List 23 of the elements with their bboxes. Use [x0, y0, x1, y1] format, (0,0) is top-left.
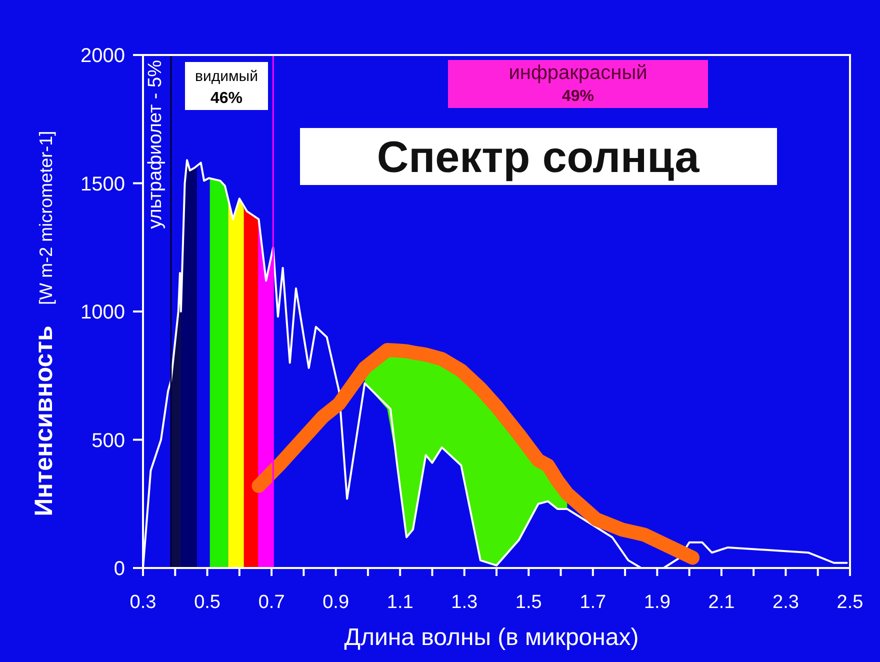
x-tick-label: 0.3 [130, 592, 156, 613]
ref-line-label: ультрафиолет - 5% [144, 60, 166, 229]
x-tick-label: 1.1 [386, 592, 414, 613]
annotation: инфракрасный 49% [508, 62, 648, 105]
y-tick-label: 2000 [80, 45, 125, 67]
x-tick-label: 2.3 [772, 592, 799, 613]
y-tick-label: 500 [92, 430, 125, 452]
x-tick-label: 1.3 [451, 592, 478, 613]
x-tick-label: 2.5 [836, 592, 864, 613]
y-tick-label: 1500 [80, 173, 125, 196]
x-tick-label: 1.5 [515, 592, 542, 613]
text: Спектр солнца [376, 133, 700, 182]
x-tick-label: 0.9 [322, 592, 350, 613]
x-tick-label: 1.9 [644, 592, 670, 613]
annotation: видимый 46% [195, 68, 258, 107]
x-tick-label: 0.5 [194, 592, 220, 613]
y-tick-label: 1000 [80, 302, 125, 324]
x-axis-title: Длина волны (в микронах) [344, 624, 639, 651]
y-axis-title: Интенсивность [W m-2 micrometer-1] [30, 130, 58, 516]
y-tick-label: 0 [114, 558, 125, 580]
x-tick-label: 2.1 [708, 592, 735, 613]
x-tick-label: 1.7 [580, 592, 606, 613]
x-tick-label: 0.7 [258, 592, 285, 613]
